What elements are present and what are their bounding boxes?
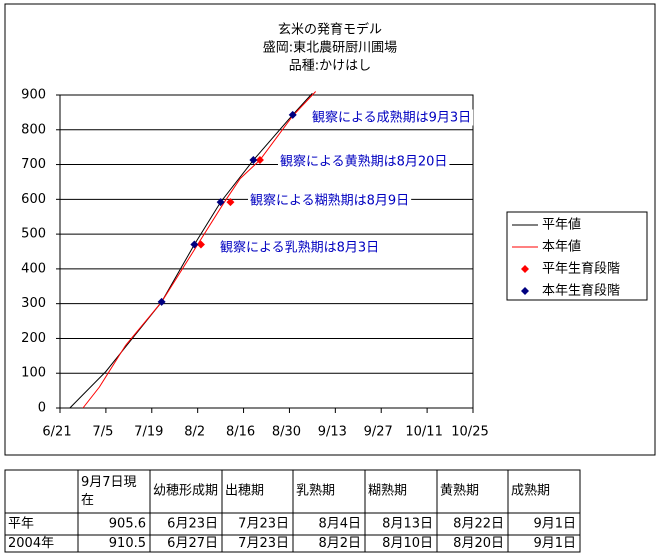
annotation-bg: [278, 153, 450, 170]
x-tick-label: 7/5: [92, 425, 113, 440]
annotation-bg: [218, 239, 382, 256]
table-cell: 8月4日: [318, 517, 361, 532]
table-cell: 8月2日: [318, 536, 361, 551]
table-cell: 7月23日: [238, 517, 289, 532]
chart-title: 玄米の発育モデル: [278, 22, 382, 38]
annotation: 観察による成熟期は9月3日: [312, 110, 471, 126]
legend-label: 平年値: [542, 217, 581, 233]
table-cell: 8月10日: [382, 536, 433, 551]
table-cell: 9月1日: [533, 517, 576, 532]
x-tick-label: 10/11: [405, 425, 442, 440]
y-tick-label: 0: [38, 401, 46, 416]
table-cell: 8月20日: [453, 536, 504, 551]
table-cell: 6月23日: [167, 517, 218, 532]
y-tick-label: 800: [21, 122, 46, 137]
line: [82, 91, 317, 409]
point: [157, 297, 166, 306]
line: [69, 92, 313, 409]
point: [190, 240, 199, 249]
table-cell: 8月22日: [453, 517, 504, 532]
table-header: 糊熟期: [368, 483, 407, 499]
chart-title: 品種:かけはし: [289, 58, 371, 74]
table-row-label: 平年: [8, 517, 34, 532]
annotation: 観察による黄熟期は8月20日: [280, 154, 447, 170]
legend-label: 平年生育段階: [542, 261, 620, 277]
table-cell: 8月13日: [382, 517, 433, 532]
y-tick-label: 700: [21, 157, 46, 172]
table-header: 乳熟期: [296, 483, 335, 499]
table-cell: 9月1日: [533, 536, 576, 551]
x-tick-label: 8/30: [272, 425, 301, 440]
annotation-bg: [310, 109, 474, 126]
table-row-label: 2004年: [8, 536, 54, 551]
y-tick-label: 100: [21, 366, 46, 381]
x-tick-label: 8/2: [184, 425, 205, 440]
point: [288, 110, 297, 119]
legend-marker: [521, 287, 529, 295]
table-header: 黄熟期: [440, 483, 479, 499]
x-tick-label: 8/16: [226, 425, 255, 440]
chart-title: 盛岡:東北農研厨川圃場: [263, 40, 397, 56]
table-cell: 7月23日: [238, 536, 289, 551]
table-cell: 910.5: [109, 536, 146, 551]
legend-label: 本年値: [542, 239, 581, 255]
y-tick-label: 200: [21, 331, 46, 346]
x-tick-label: 10/25: [451, 425, 488, 440]
table-header: 9月7日現在: [81, 475, 137, 508]
table-cell: 905.6: [109, 517, 146, 532]
y-tick-label: 400: [21, 261, 46, 276]
point: [226, 198, 235, 207]
y-tick-label: 600: [21, 192, 46, 207]
table-header: 出穂期: [225, 484, 264, 499]
legend-marker: [521, 265, 529, 273]
legend-label: 本年生育段階: [542, 283, 620, 299]
table-cell: 6月27日: [167, 536, 218, 551]
point: [216, 198, 225, 207]
y-tick-label: 300: [21, 296, 46, 311]
table-header: 幼穂形成期: [153, 484, 218, 499]
point: [255, 156, 264, 165]
point: [249, 156, 258, 165]
y-tick-label: 900: [21, 88, 46, 103]
legend-box: [506, 211, 648, 301]
x-tick-label: 9/13: [318, 425, 347, 440]
point: [196, 240, 205, 249]
annotation: 観察による糊熟期は8月9日: [250, 193, 409, 209]
x-tick-label: 7/19: [134, 425, 163, 440]
x-tick-label: 6/21: [42, 425, 71, 440]
annotation: 観察による乳熟期は8月3日: [220, 240, 379, 256]
x-tick-label: 9/27: [364, 425, 393, 440]
table-header: 成熟期: [511, 483, 550, 499]
y-tick-label: 500: [21, 227, 46, 242]
annotation-bg: [248, 192, 412, 209]
